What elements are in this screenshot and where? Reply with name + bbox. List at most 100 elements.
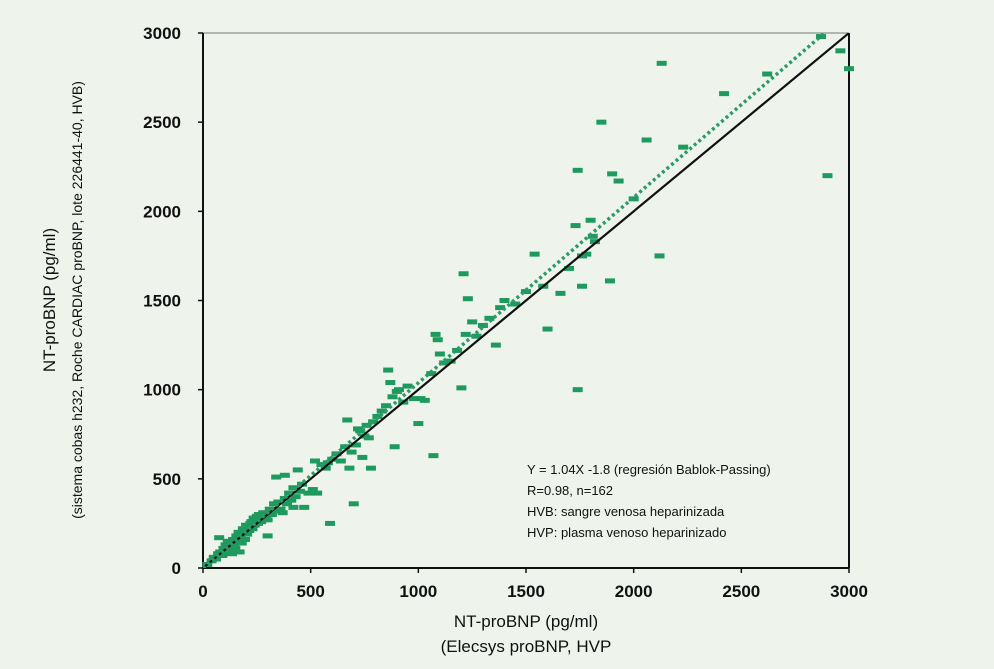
data-point (719, 91, 730, 97)
data-point (462, 296, 473, 302)
data-point (564, 265, 575, 271)
x-tick-label: 500 (296, 582, 324, 601)
data-point (312, 490, 323, 496)
data-point (432, 337, 443, 343)
data-point (835, 48, 846, 54)
axis-ticks: 0 500 1000 1500 2000 2500 3000 0 500 1000 1500 2000… (143, 24, 868, 601)
data-point (372, 413, 383, 419)
data-point (521, 289, 531, 295)
data-point (510, 301, 521, 307)
y-tick-label: 1500 (143, 292, 181, 311)
data-point (587, 233, 598, 239)
data-point (376, 408, 387, 414)
data-point (242, 531, 253, 537)
data-point (227, 551, 238, 557)
data-point (555, 290, 566, 296)
data-point (262, 533, 273, 539)
data-point (430, 331, 441, 337)
regression-line-bablok (203, 33, 828, 568)
data-point (389, 444, 400, 450)
data-point (460, 331, 471, 337)
x-tick-label: 2500 (722, 582, 760, 601)
data-point (762, 71, 773, 77)
data-point (230, 545, 241, 551)
data-point (233, 529, 244, 535)
data-point (383, 367, 394, 373)
annotation-hvp: HVP: plasma venoso heparinizado (527, 525, 726, 540)
data-point (365, 465, 376, 471)
data-point (229, 542, 240, 548)
data-point (234, 549, 245, 555)
data-point (456, 385, 467, 391)
y-axis-sublabel: (sistema cobas h232, Roche CARDIAC proBN… (69, 81, 85, 519)
data-point (409, 396, 420, 402)
y-tick-label: 500 (153, 470, 181, 489)
data-point (572, 387, 583, 393)
x-tick-label: 0 (198, 582, 207, 601)
data-point (385, 380, 396, 386)
data-point (363, 435, 374, 441)
data-point (452, 347, 463, 353)
data-point (402, 383, 413, 389)
data-point (816, 34, 827, 40)
data-point (467, 319, 478, 325)
data-point (387, 394, 398, 400)
data-point (286, 497, 297, 503)
data-point (589, 239, 600, 245)
data-point (279, 495, 290, 501)
data-point (264, 506, 275, 512)
data-point (477, 322, 488, 328)
data-point (271, 474, 282, 480)
data-point (350, 442, 361, 448)
data-point (607, 171, 618, 177)
data-point (303, 490, 314, 496)
data-point (214, 535, 225, 541)
y-tick-label: 3000 (143, 24, 181, 43)
data-point (628, 196, 639, 202)
data-point (357, 454, 368, 460)
data-point (570, 223, 581, 229)
data-point (428, 453, 439, 459)
data-point (471, 333, 482, 339)
data-point (292, 467, 303, 473)
data-point (490, 342, 501, 348)
identity-line (203, 33, 849, 568)
data-point (439, 360, 450, 366)
data-point (217, 553, 228, 559)
data-point (393, 387, 404, 393)
data-point (381, 403, 392, 409)
data-point (581, 251, 592, 257)
data-point (434, 351, 445, 357)
data-point (499, 298, 510, 303)
data-point (262, 517, 273, 523)
annotation-hvb: HVB: sangre venosa heparinizada (527, 504, 725, 519)
data-point (596, 119, 607, 125)
data-point (320, 465, 331, 471)
data-point (542, 326, 553, 332)
data-point (585, 217, 596, 223)
data-point (294, 488, 305, 494)
data-point (484, 315, 495, 321)
data-point (348, 501, 359, 507)
annotation-box: Y = 1.04X -1.8 (regresión Bablok-Passing… (527, 462, 771, 540)
data-point (279, 472, 290, 478)
data-point (346, 449, 357, 455)
data-point (344, 465, 355, 471)
data-point (335, 458, 346, 464)
x-tick-label: 2000 (615, 582, 653, 601)
data-point (210, 556, 221, 562)
x-tick-label: 3000 (830, 582, 868, 601)
data-point (413, 421, 424, 427)
data-point (288, 504, 299, 510)
data-point (266, 512, 277, 517)
data-point (273, 499, 284, 505)
x-tick-label: 1000 (399, 582, 437, 601)
y-tick-label: 0 (172, 559, 181, 578)
data-point (678, 144, 689, 150)
data-point (656, 60, 667, 66)
data-point (355, 428, 366, 434)
annotation-correlation: R=0.98, n=162 (527, 483, 613, 498)
data-point (258, 510, 269, 516)
x-tick-label: 1500 (507, 582, 545, 601)
